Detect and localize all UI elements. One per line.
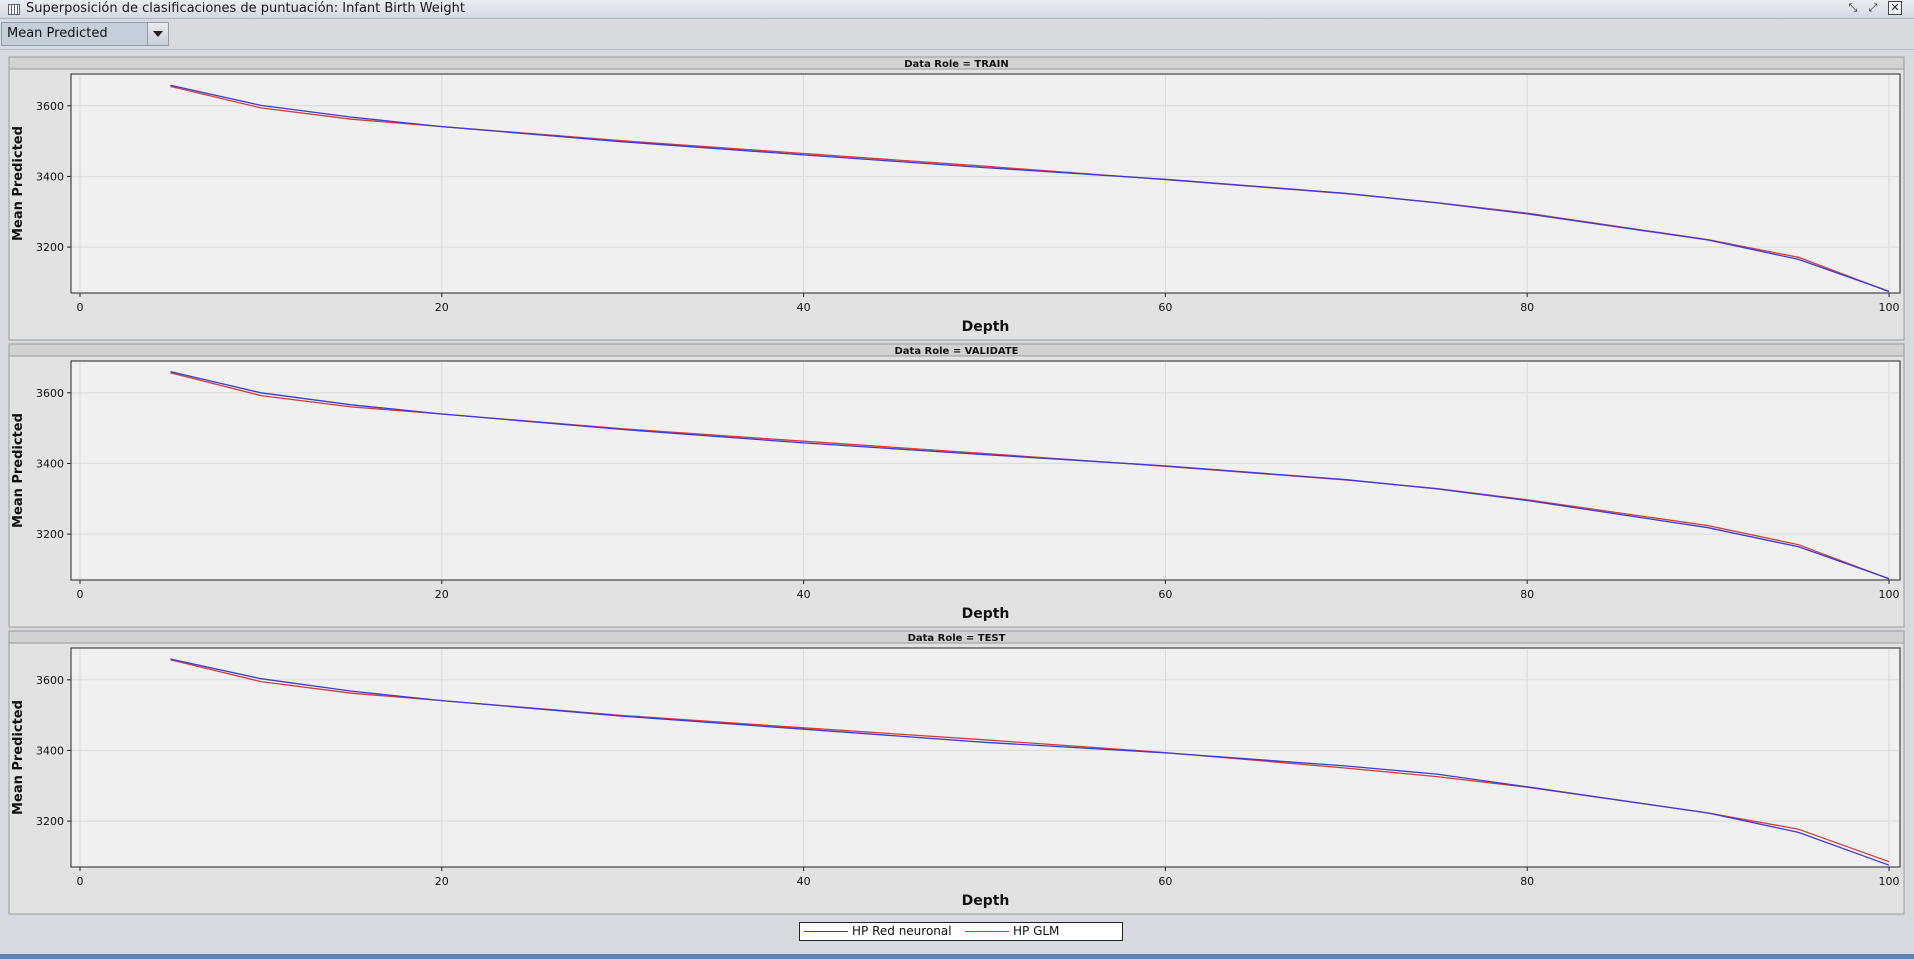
legend-label-neural: HP Red neuronal <box>852 924 952 938</box>
y-axis-label: Mean Predicted <box>11 126 26 241</box>
plot-area <box>70 647 1901 868</box>
chart-panel-3: Data Role = TEST 0 20 40 60 80 100 3200 3400 3600… <box>8 630 1905 915</box>
y-tick-label: 3600 <box>36 100 64 113</box>
x-axis-label: Depth <box>962 893 1010 909</box>
y-tick-label: 3400 <box>36 170 64 183</box>
legend-label-glm: HP GLM <box>1013 924 1060 938</box>
panel-title-strip <box>8 56 1905 70</box>
y-tick-label: 3200 <box>36 528 64 541</box>
x-tick-label: 60 <box>1158 875 1172 888</box>
plot-area <box>70 73 1901 294</box>
chart-panel-2: Data Role = VALIDATE 0 20 40 60 80 100 3200 3400… <box>8 343 1905 628</box>
x-tick-label: 80 <box>1520 588 1534 601</box>
y-tick-label: 3600 <box>36 674 64 687</box>
x-tick-label: 80 <box>1520 875 1534 888</box>
restore-icon[interactable]: ⤡ <box>1848 1 1858 14</box>
x-tick-label: 20 <box>435 588 449 601</box>
y-axis-label: Mean Predicted <box>11 700 26 815</box>
legend-swatch-glm <box>965 931 1009 932</box>
statistic-select[interactable]: Mean Predicted <box>1 22 169 46</box>
legend-swatch-neural <box>804 931 848 932</box>
series-line-neural <box>170 658 1890 866</box>
legend-item-glm: HP GLM <box>965 923 1059 940</box>
chevron-down-icon[interactable] <box>147 23 168 45</box>
y-tick-label: 3600 <box>36 387 64 400</box>
x-tick-label: 40 <box>797 301 811 314</box>
x-tick-label: 20 <box>435 301 449 314</box>
x-tick-label: 0 <box>77 588 84 601</box>
x-tick-label: 100 <box>1879 301 1900 314</box>
window-title: Superposición de clasificaciones de punt… <box>26 1 466 16</box>
x-tick-label: 0 <box>77 875 84 888</box>
x-axis-label: Depth <box>962 606 1010 622</box>
y-axis-label: Mean Predicted <box>11 413 26 528</box>
chart-title: Data Role = VALIDATE <box>895 346 1019 357</box>
x-tick-label: 60 <box>1158 301 1172 314</box>
y-tick-label: 3200 <box>36 815 64 828</box>
series-line-neural <box>170 84 1890 292</box>
series-line-neural <box>170 370 1890 580</box>
toolbar: Mean Predicted <box>0 19 1914 50</box>
legend-item-neural: HP Red neuronal <box>804 923 952 940</box>
x-tick-label: 80 <box>1520 301 1534 314</box>
x-tick-label: 20 <box>435 875 449 888</box>
x-tick-label: 40 <box>797 588 811 601</box>
y-tick-label: 3400 <box>36 457 64 470</box>
x-tick-label: 100 <box>1879 588 1900 601</box>
panel-title-strip <box>8 630 1905 644</box>
x-tick-label: 40 <box>797 875 811 888</box>
chart-title: Data Role = TEST <box>908 633 1006 644</box>
chart-title: Data Role = TRAIN <box>904 59 1009 70</box>
window-bottom-border <box>0 954 1914 959</box>
plot-area <box>70 360 1901 581</box>
window-menu-icon[interactable] <box>8 4 20 15</box>
x-tick-label: 100 <box>1879 875 1900 888</box>
close-icon[interactable]: ✕ <box>1888 1 1902 15</box>
x-tick-label: 0 <box>77 301 84 314</box>
statistic-select-value: Mean Predicted <box>7 26 108 41</box>
chart-legend: HP Red neuronal HP GLM <box>799 922 1123 941</box>
x-tick-label: 60 <box>1158 588 1172 601</box>
maximize-icon[interactable]: ⤢ <box>1868 1 1878 14</box>
window-titlebar: Superposición de clasificaciones de punt… <box>0 0 1914 19</box>
x-axis-label: Depth <box>962 319 1010 335</box>
chart-panel-1: Data Role = TRAIN 0 20 40 60 80 100 3200 3400 360… <box>8 56 1905 341</box>
y-tick-label: 3200 <box>36 241 64 254</box>
panel-title-strip <box>8 343 1905 357</box>
y-tick-label: 3400 <box>36 744 64 757</box>
